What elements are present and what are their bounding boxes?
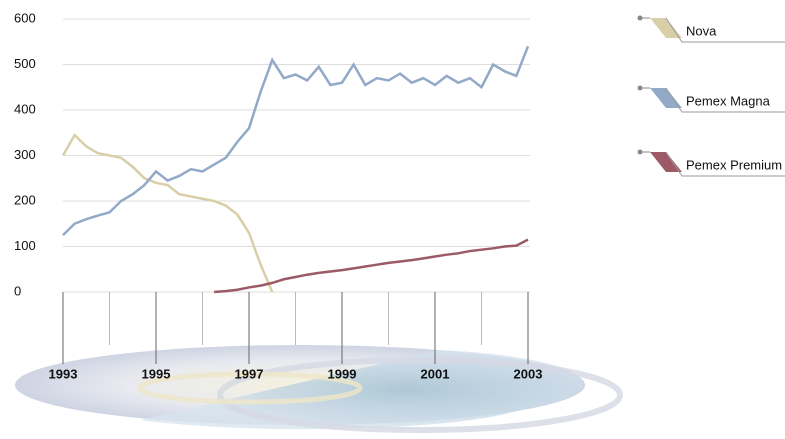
series-line (214, 238, 529, 294)
y-tick-label: 0 (14, 283, 21, 298)
legend-underline (665, 151, 785, 177)
series-line (61, 132, 274, 293)
x-tick-label: 2003 (514, 366, 543, 381)
y-tick-label: 100 (14, 238, 36, 253)
series-line (62, 45, 530, 237)
y-tick-label: 400 (14, 101, 36, 116)
legend-swatch (650, 152, 682, 172)
legend-swatch (650, 18, 682, 38)
x-tick-label: 1993 (49, 366, 78, 381)
x-tick-label: 1999 (328, 366, 357, 381)
x-tick-label: 1995 (142, 366, 171, 381)
y-tick-label: 600 (14, 10, 36, 25)
legend-label: Nova (686, 23, 717, 38)
decoration (15, 345, 623, 433)
y-tick-label: 200 (14, 192, 36, 207)
x-tick-label: 2001 (421, 366, 450, 381)
legend-swatch (650, 88, 682, 108)
y-tick-label: 500 (14, 56, 36, 71)
legend-label: Pemex Magna (686, 93, 771, 108)
x-tick-label: 1997 (235, 366, 264, 381)
legend-label: Pemex Premium (686, 157, 782, 172)
legend-underline (665, 17, 785, 43)
y-tick-label: 300 (14, 147, 36, 162)
legend-underline (665, 87, 785, 113)
